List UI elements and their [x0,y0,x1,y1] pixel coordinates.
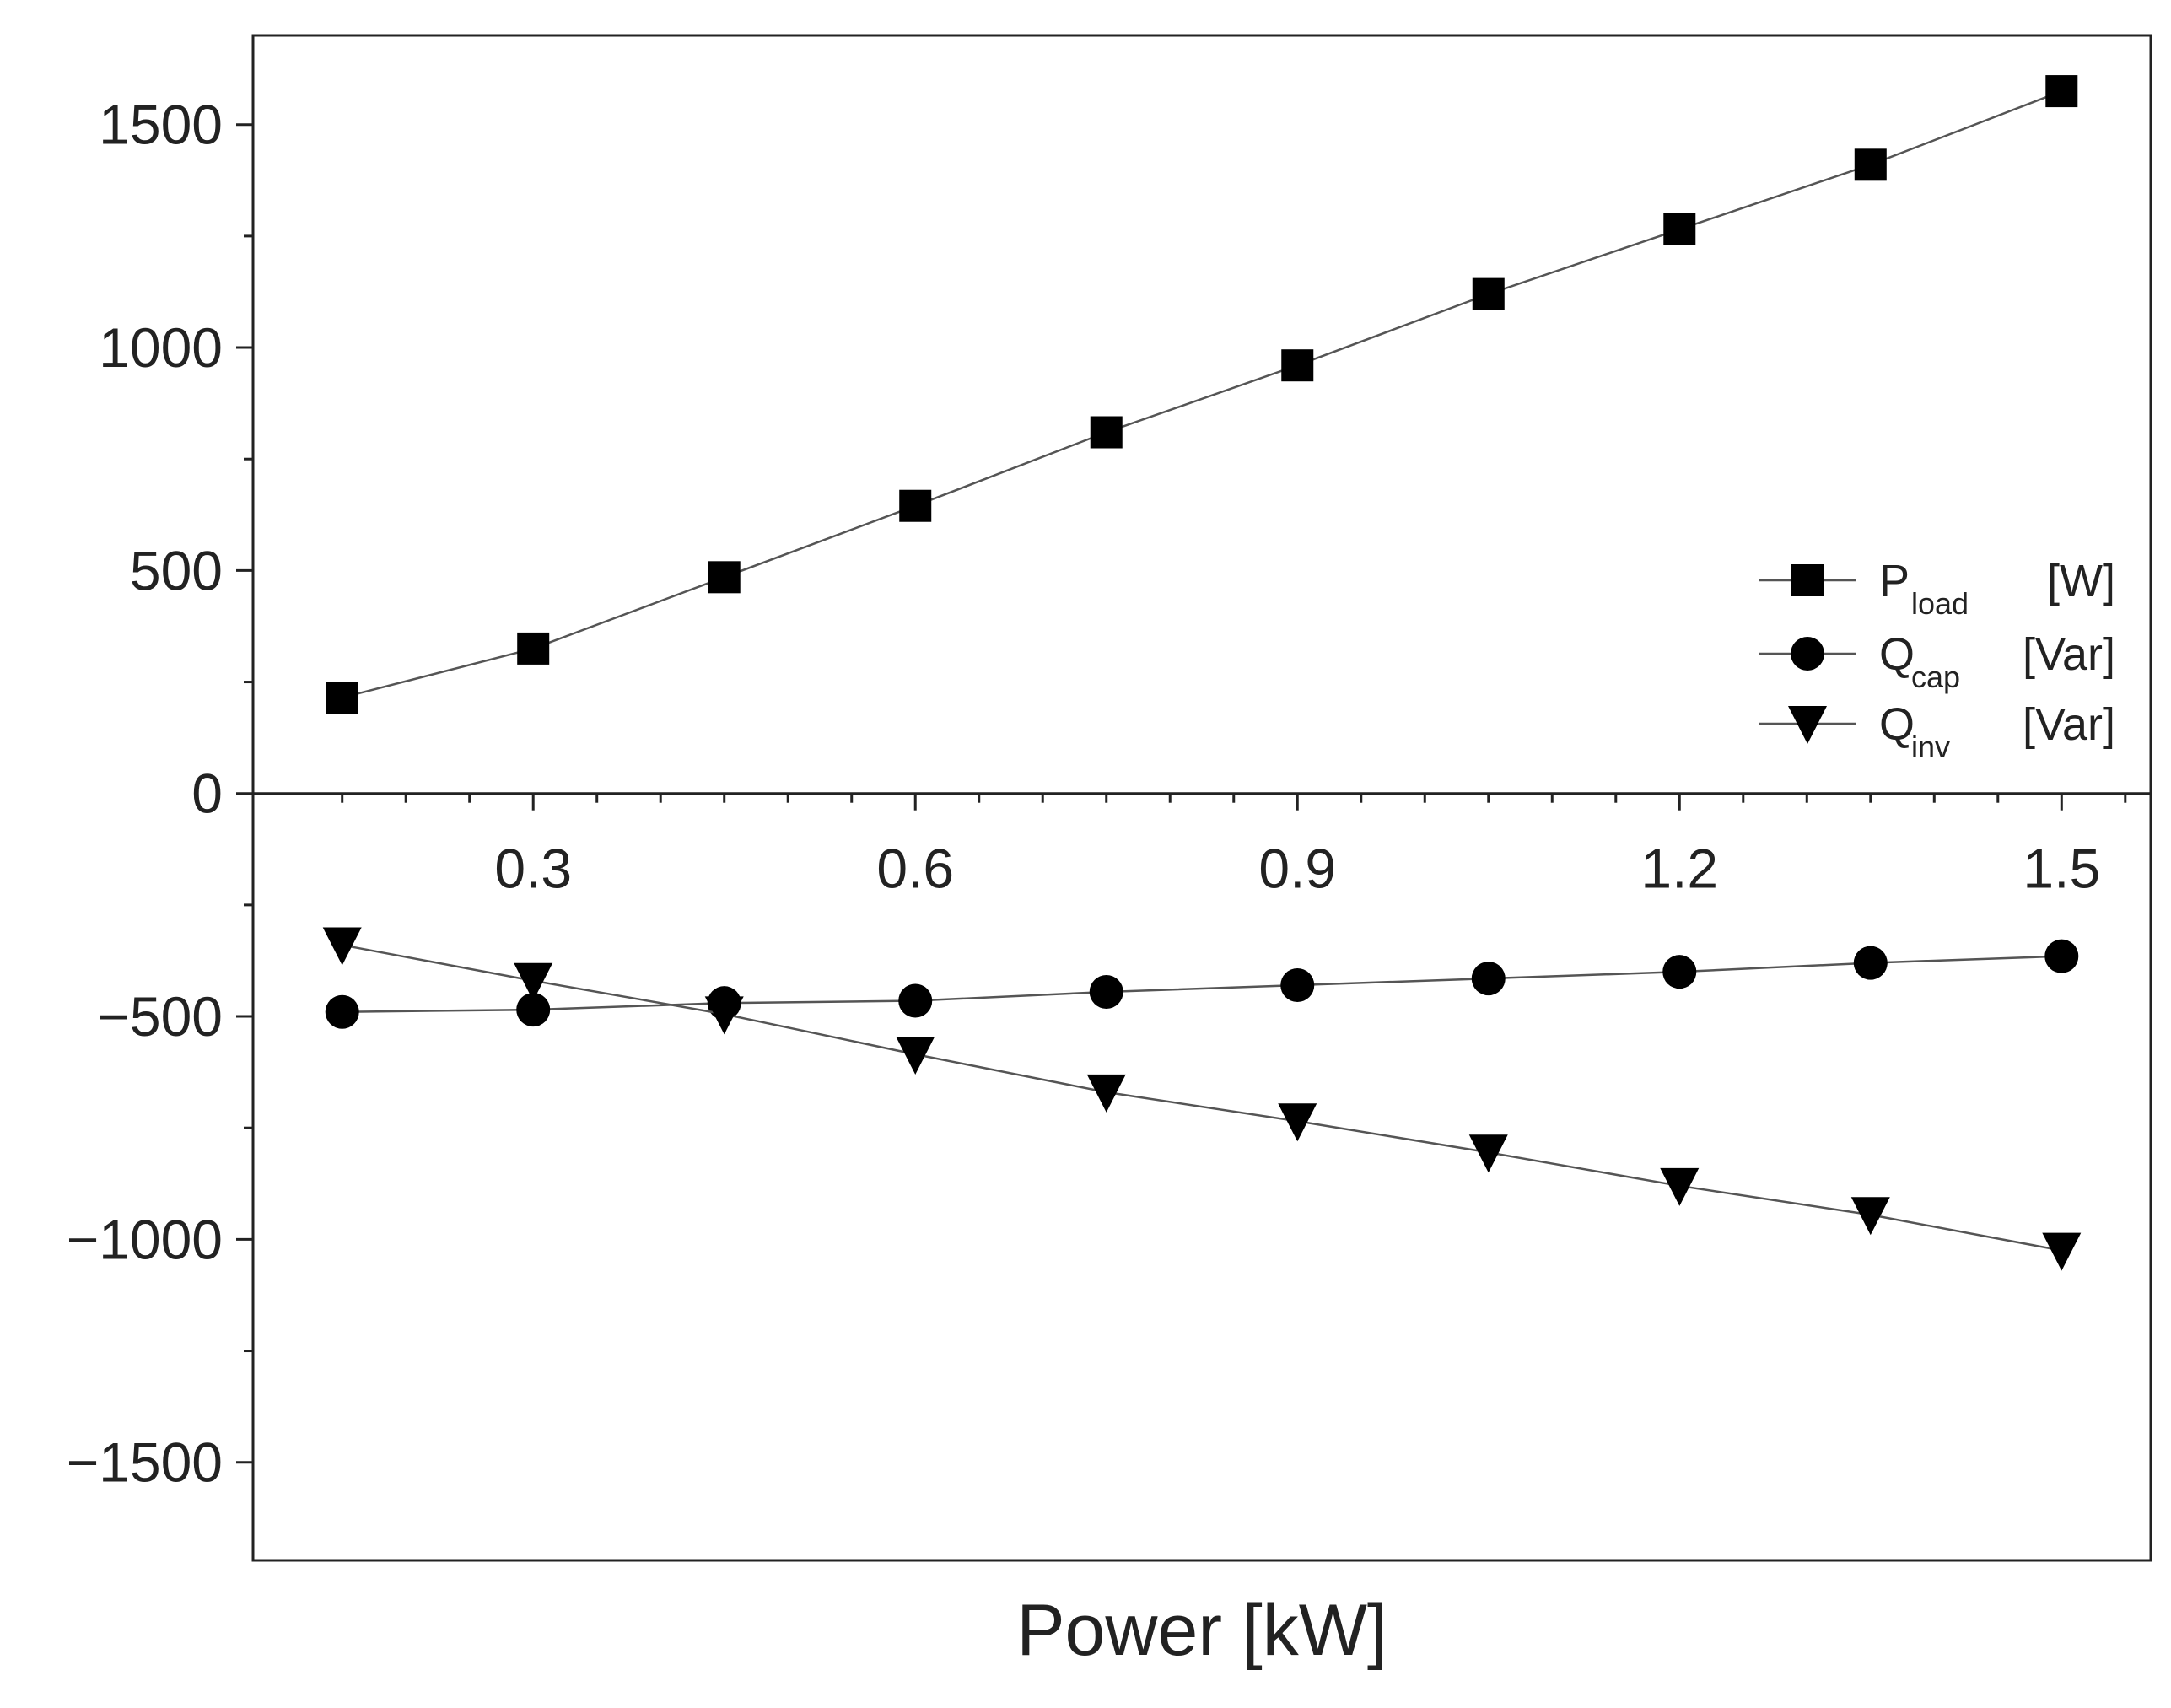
legend-label: Q [1879,699,1915,750]
legend-label-unit: [Var] [2023,699,2115,750]
legend-label-subscript: inv [1911,730,1950,764]
data-point [1281,349,1314,382]
data-point [2042,1232,2082,1271]
series-line [342,955,2062,1014]
data-point [1468,1134,1508,1173]
series-load [326,75,2078,714]
x-axis-title: Power [kW] [1016,1590,1387,1671]
y-tick-label: −1000 [67,1208,223,1270]
legend-marker [1788,706,1827,744]
x-tick-label: 0.6 [876,838,954,900]
legend-label-subscript: cap [1911,660,1960,694]
data-point [896,1036,935,1075]
series-line [342,89,2062,699]
legend-label-unit: [W] [2047,556,2115,606]
data-point [2045,75,2078,108]
data-point [516,993,551,1027]
data-point [514,962,553,1001]
data-point [1090,416,1123,449]
x-tick-label: 1.5 [2023,838,2100,900]
legend-label-subscript: load [1911,586,1969,621]
y-tick-label: 0 [191,762,223,825]
data-point [2044,939,2079,973]
data-point [1471,962,1506,996]
data-point [1850,1197,1890,1236]
data-point [1089,974,1123,1009]
series-line [342,944,2062,1252]
series-inv [322,927,2082,1271]
data-point [708,561,741,594]
legend-label-unit: [Var] [2023,629,2115,680]
x-tick-label: 0.3 [494,838,572,900]
data-point [517,632,550,665]
y-tick-label: −1500 [67,1431,223,1494]
data-point [325,994,359,1029]
data-point [1472,277,1505,310]
data-point [1280,968,1315,1003]
y-tick-label: 500 [130,539,223,601]
data-point [322,927,362,966]
data-point [1662,955,1697,989]
legend-label: P [1879,556,1910,606]
y-tick-label: −500 [97,985,223,1048]
data-point [899,489,932,522]
data-point [1086,1074,1126,1113]
data-point [704,996,744,1035]
series-cap [325,939,2079,1029]
x-tick-label: 1.2 [1640,838,1718,900]
data-point [1663,213,1696,245]
y-tick-label: 1000 [99,316,223,379]
data-point [1660,1167,1700,1206]
plot-frame [251,34,2152,1562]
data-point [326,682,358,714]
y-tick-label: 1500 [99,94,223,156]
data-point [1853,946,1888,980]
data-point [1854,148,1887,181]
x-tick-label: 0.9 [1258,838,1336,900]
data-point [898,983,933,1018]
legend-marker [1791,637,1824,671]
legend-label: Q [1879,629,1915,680]
data-point [1278,1103,1317,1142]
legend-marker [1791,564,1824,596]
